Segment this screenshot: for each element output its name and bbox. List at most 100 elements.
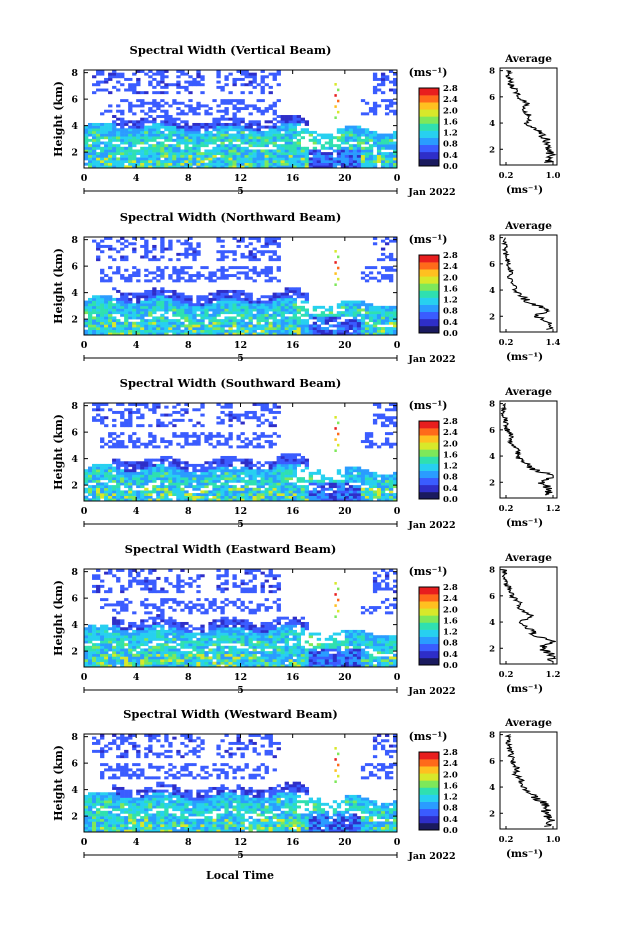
- heatmap-cell: [372, 308, 378, 312]
- heatmap-cell: [96, 125, 101, 129]
- heatmap-cell: [364, 266, 370, 270]
- heatmap-cell: [244, 493, 249, 496]
- heatmap-cell: [276, 149, 281, 153]
- heatmap-cell: [184, 640, 189, 644]
- heatmap-cell: [268, 487, 273, 491]
- heatmap-cell: [364, 149, 370, 153]
- heatmap-cell: [248, 144, 253, 148]
- heatmap-cell: [276, 303, 281, 307]
- heatmap-cell: [204, 125, 209, 129]
- heatmap-cell: [164, 128, 169, 132]
- heatmap-cell: [136, 316, 141, 320]
- heatmap-cell: [248, 482, 253, 486]
- heatmap-cell: [276, 455, 281, 459]
- heatmap-cell: [316, 157, 322, 161]
- heatmap-cell: [288, 287, 293, 291]
- heatmap-cell: [132, 469, 137, 473]
- heatmap-cell: [88, 149, 93, 153]
- heatmap-cell: [152, 437, 157, 441]
- heatmap-cell: [152, 289, 157, 293]
- heatmap-cell: [336, 313, 342, 317]
- heatmap-cell: [136, 300, 141, 304]
- heatmap-cell: [92, 329, 97, 333]
- heatmap-cell: [352, 125, 358, 129]
- heatmap-cell: [100, 128, 105, 132]
- heatmap-cell: [344, 332, 350, 336]
- heatmap-cell: [288, 455, 293, 459]
- heatmap-cell: [236, 146, 241, 150]
- heatmap-cell: [360, 154, 366, 158]
- heatmap-cell: [152, 651, 157, 655]
- heatmap-cell: [364, 482, 370, 486]
- heatmap-cell: [100, 329, 105, 333]
- heatmap-cell: [92, 149, 97, 153]
- heatmap-cell: [220, 276, 225, 280]
- heatmap-cell: [112, 115, 117, 118]
- heatmap-cell: [160, 624, 165, 628]
- heatmap-cell: [296, 141, 301, 145]
- heatmap-cell: [180, 295, 185, 299]
- heatmap-cell: [140, 303, 145, 307]
- heatmap-cell: [348, 332, 354, 336]
- heatmap-cell: [184, 606, 189, 610]
- heatmap-cell: [132, 120, 137, 124]
- heatmap-cell: [160, 608, 165, 612]
- heatmap-cell: [228, 403, 233, 406]
- heatmap-cell: [176, 297, 181, 301]
- heatmap-cell: [176, 579, 181, 583]
- heatmap-cell: [124, 627, 129, 631]
- heatmap-cell: [276, 258, 281, 262]
- heatmap-cell: [248, 303, 253, 307]
- heatmap-cell: [176, 471, 181, 475]
- heatmap-cell: [260, 295, 265, 299]
- heatmap-cell: [248, 442, 253, 446]
- heatmap-cell: [144, 576, 149, 580]
- heatmap-cell: [172, 154, 177, 158]
- heatmap-cell: [256, 107, 261, 111]
- heatmap-cell: [208, 482, 213, 486]
- heatmap-cell: [168, 469, 173, 473]
- heatmap-cell: [252, 255, 257, 259]
- heatmap-cell: [216, 461, 221, 465]
- heatmap-cell: [164, 300, 169, 304]
- heatmap-cell: [132, 104, 137, 108]
- heatmap-cell: [84, 482, 89, 486]
- heatmap-cell: [248, 242, 253, 246]
- heatmap-cell: [164, 490, 169, 494]
- heatmap-cell: [204, 104, 209, 108]
- heatmap-cell: [252, 498, 257, 502]
- heatmap-cell: [240, 136, 245, 140]
- heatmap-cell: [164, 637, 169, 641]
- heatmap-cell: [204, 437, 209, 441]
- heatmap-cell: [172, 289, 177, 293]
- heatmap-cell: [308, 471, 314, 475]
- heatmap-cell: [136, 629, 141, 633]
- heatmap-cell: [156, 258, 161, 262]
- heatmap-cell: [208, 471, 213, 475]
- heatmap-cell: [368, 149, 374, 153]
- x-tick-label: 20: [338, 506, 352, 517]
- heatmap-cell: [176, 268, 181, 272]
- heatmap-cell: [336, 493, 342, 496]
- heatmap-cell: [100, 276, 105, 280]
- heatmap-cell: [156, 319, 161, 323]
- heatmap-cell: [108, 75, 113, 79]
- heatmap-cell: [272, 319, 277, 323]
- heatmap-cell: [312, 146, 318, 150]
- heatmap-cell: [128, 413, 133, 417]
- heatmap-cell: [124, 305, 129, 309]
- heatmap-cell: [224, 154, 229, 158]
- heatmap-cell: [388, 316, 394, 320]
- heatmap-cell: [236, 327, 241, 330]
- heatmap-cell: [108, 485, 113, 489]
- heatmap-cell: [84, 479, 89, 483]
- heatmap-cell: [148, 434, 153, 438]
- heatmap-cell: [180, 162, 185, 166]
- heatmap-cell: [388, 146, 394, 150]
- heatmap-cell: [288, 160, 293, 163]
- heatmap-cell: [180, 141, 185, 145]
- heatmap-cell: [160, 598, 165, 602]
- heatmap-cell: [324, 329, 330, 333]
- heatmap-cell: [92, 651, 97, 655]
- heatmap-cell: [392, 313, 398, 317]
